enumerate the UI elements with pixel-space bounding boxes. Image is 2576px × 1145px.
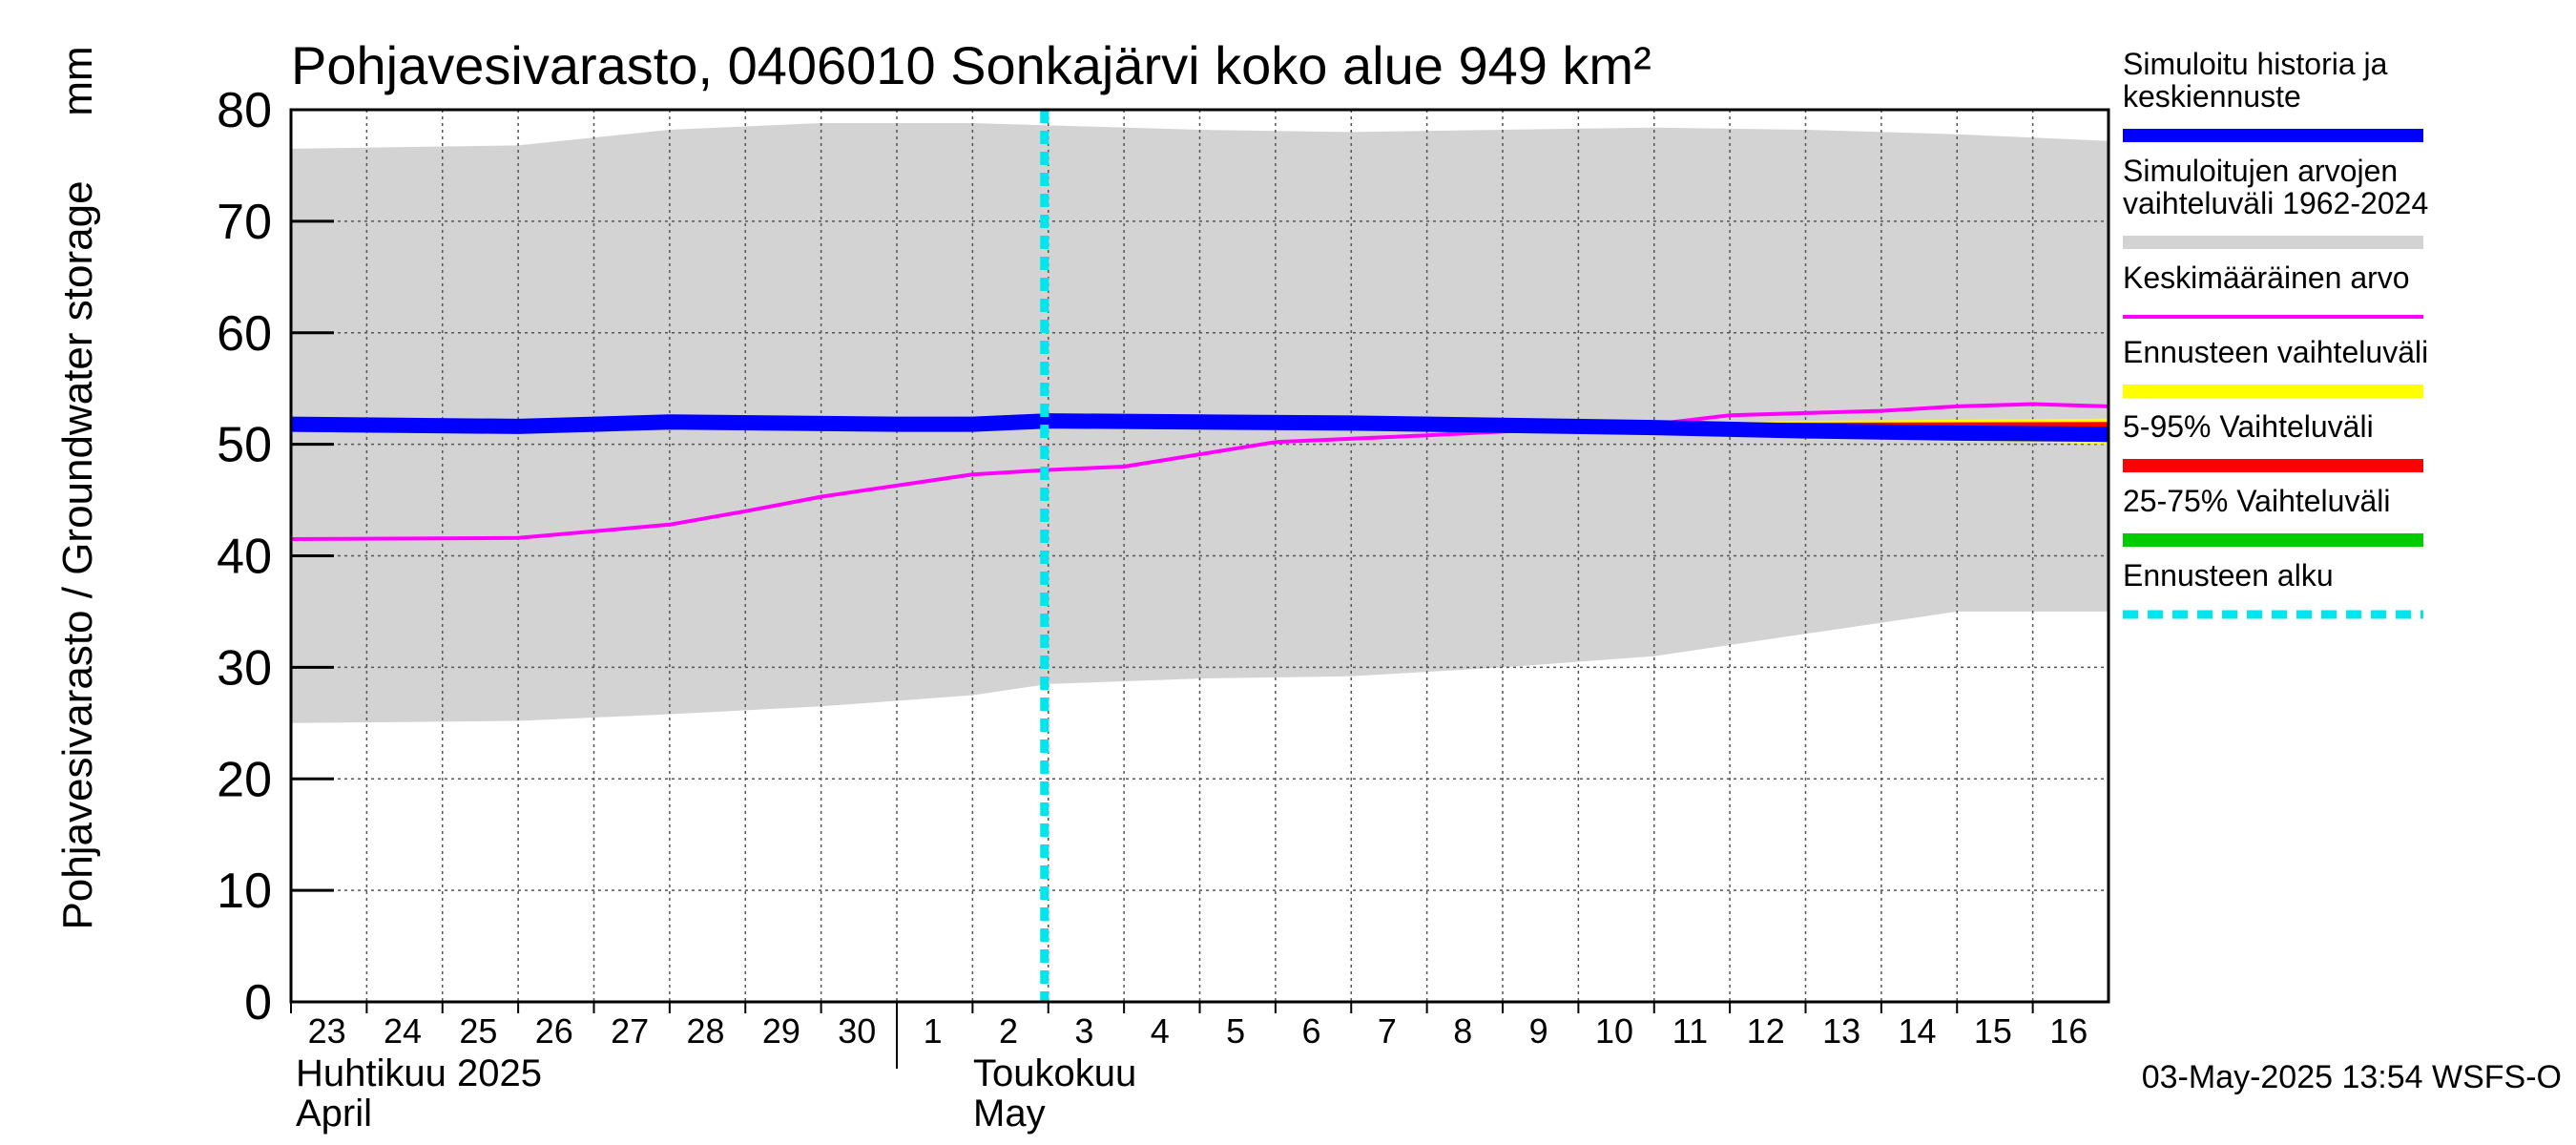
series-layer: [290, 402, 2109, 541]
month-label-en: May: [973, 1093, 1046, 1135]
y-axis-unit: mm: [54, 46, 101, 115]
y-tick-label: 60: [217, 306, 272, 362]
legend-label: Ennusteen vaihteluväli: [2123, 335, 2428, 369]
y-axis-label: Pohjavesivarasto / Groundwater storage: [54, 180, 101, 929]
x-tick-label: 4: [1151, 1011, 1170, 1051]
x-tick-label: 12: [1747, 1011, 1785, 1051]
y-tick-label: 30: [217, 640, 272, 696]
y-tick-label: 20: [217, 752, 272, 807]
x-tick-label: 6: [1302, 1011, 1321, 1051]
y-tick-label: 10: [217, 864, 272, 919]
legend-label: 25-75% Vaihteluväli: [2123, 484, 2390, 518]
legend-label: Ennusteen alku: [2123, 558, 2334, 593]
x-tick-label: 9: [1529, 1011, 1548, 1051]
month-label: Huhtikuu 2025: [296, 1052, 542, 1094]
x-tick-label: 11: [1672, 1011, 1708, 1051]
x-tick-label: 13: [1822, 1011, 1860, 1051]
legend-label: keskiennuste: [2123, 79, 2301, 114]
x-tick-label: 27: [611, 1011, 649, 1051]
legend-label: 5-95% Vaihteluväli: [2123, 409, 2374, 444]
legend-label: Simuloitujen arvojen: [2123, 154, 2398, 188]
x-tick-label: 23: [308, 1011, 346, 1051]
x-tick-label: 8: [1453, 1011, 1472, 1051]
y-tick-label: 70: [217, 195, 272, 250]
series-line-simulated: [290, 413, 2109, 443]
y-axis: 0 10 20 30 40 50 60 70 80: [217, 83, 334, 1030]
legend-label: vaihteluväli 1962-2024: [2123, 186, 2428, 220]
x-tick-label: 15: [1974, 1011, 2012, 1051]
y-tick-label: 50: [217, 418, 272, 473]
y-tick-label: 40: [217, 530, 272, 585]
legend-label: Simuloitu historia ja: [2123, 47, 2388, 81]
x-tick-label: 28: [687, 1011, 725, 1051]
legend-label: Keskimääräinen arvo: [2123, 260, 2410, 295]
x-tick-label: 10: [1595, 1011, 1633, 1051]
x-axis: 23 24 25 26 27 28 29 30 1 2 3 4 5 6 7 8 9 10 11 12 13 14 15 16H…: [290, 1002, 2088, 1135]
x-tick-label: 3: [1074, 1011, 1093, 1051]
x-tick-label: 5: [1226, 1011, 1245, 1051]
x-tick-label: 26: [535, 1011, 573, 1051]
plot-area: [289, 108, 2110, 1004]
month-label-en: April: [296, 1093, 372, 1135]
x-tick-label: 30: [838, 1011, 876, 1051]
series-line-mean: [290, 402, 2109, 541]
x-tick-label: 2: [999, 1011, 1018, 1051]
footer-timestamp: 03-May-2025 13:54 WSFS-O: [2142, 1059, 2562, 1095]
y-tick-label: 0: [244, 975, 272, 1030]
x-tick-label: 24: [384, 1011, 422, 1051]
chart-title: Pohjavesivarasto, 0406010 Sonkajärvi kok…: [291, 35, 1652, 95]
x-tick-label: 1: [924, 1011, 943, 1051]
x-tick-label: 7: [1378, 1011, 1397, 1051]
x-tick-label: 16: [2049, 1011, 2088, 1051]
x-tick-label: 29: [762, 1011, 800, 1051]
y-tick-label: 80: [217, 83, 272, 138]
x-tick-label: 25: [459, 1011, 497, 1051]
month-label: Toukokuu: [973, 1052, 1136, 1094]
x-tick-label: 14: [1899, 1011, 1937, 1051]
